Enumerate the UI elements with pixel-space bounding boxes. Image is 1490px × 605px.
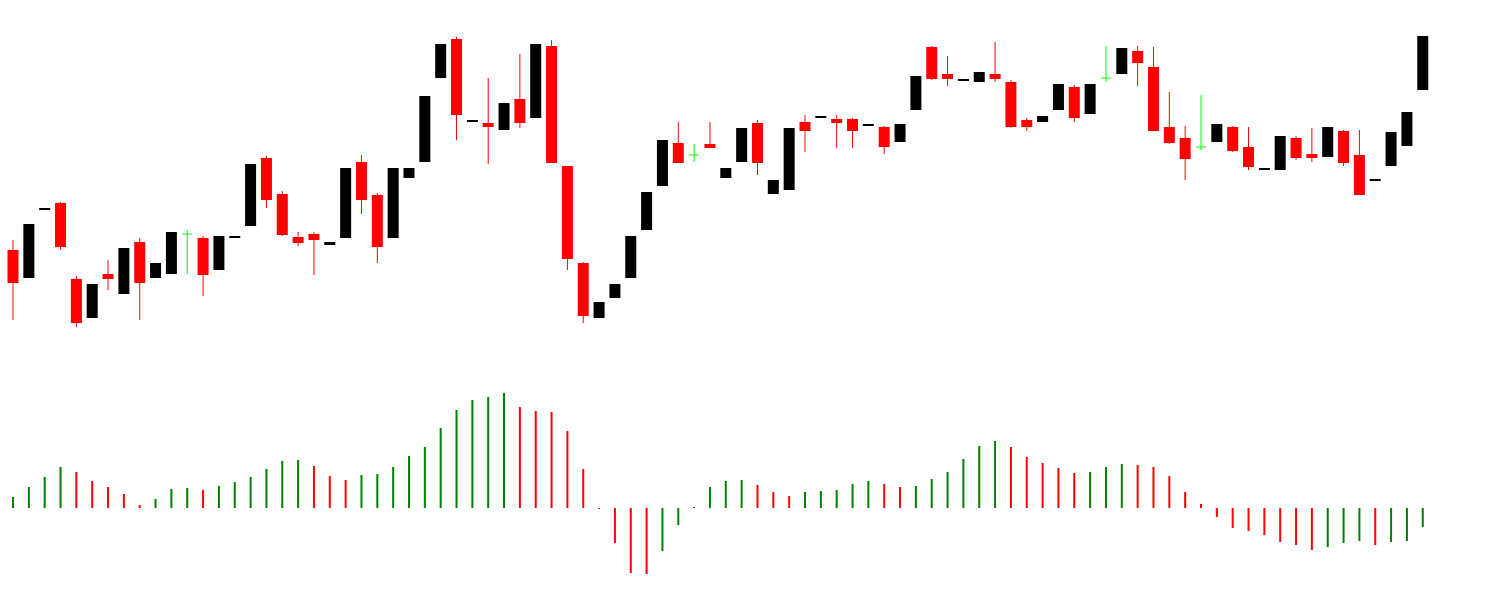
candle-body <box>482 123 494 127</box>
candle-body <box>720 168 732 178</box>
candle-body <box>498 103 510 130</box>
candle-body <box>799 122 811 131</box>
candle-body <box>165 232 177 274</box>
candle-body <box>355 162 367 200</box>
candle-body <box>641 192 653 230</box>
candle-body <box>942 74 954 79</box>
candle-body <box>1147 67 1159 131</box>
candle-body <box>1052 84 1064 110</box>
candle-body <box>1306 154 1318 158</box>
candle-body <box>371 195 383 247</box>
candle-body <box>1021 120 1033 127</box>
candle-body <box>767 180 779 194</box>
candle-body <box>340 168 352 238</box>
candle-body <box>7 250 19 283</box>
candle-body <box>1417 36 1429 90</box>
candle-body <box>989 74 1001 79</box>
candle-body <box>910 76 922 110</box>
candle-body <box>831 119 843 123</box>
candle-body <box>1258 168 1270 170</box>
candle-body <box>1005 82 1017 127</box>
candle-body <box>751 123 763 163</box>
candle-body <box>324 242 336 245</box>
candle-body <box>561 166 573 259</box>
candle-body <box>514 99 526 123</box>
candle-body <box>1290 138 1302 158</box>
candle-body <box>1179 138 1191 159</box>
candle-body <box>704 144 716 148</box>
candle-body <box>451 39 463 115</box>
candle-body <box>23 224 35 278</box>
candle-body <box>1338 131 1350 163</box>
candle-body <box>957 79 969 81</box>
candle-body <box>1227 127 1239 151</box>
candle-body <box>292 237 304 243</box>
candle-body <box>245 164 257 226</box>
candle-body <box>229 236 241 238</box>
candle-body <box>134 242 146 283</box>
candle-body <box>736 128 748 162</box>
candle-body <box>530 44 542 118</box>
candle-body <box>577 263 589 316</box>
candle-body <box>86 284 98 318</box>
candle-body <box>276 194 288 235</box>
candle-body <box>926 47 938 79</box>
candle-body <box>546 46 558 163</box>
candle-body <box>625 236 637 278</box>
candle-body <box>973 72 985 82</box>
candle-body <box>260 158 272 200</box>
candle-body <box>783 128 795 190</box>
candle-body <box>1068 87 1080 118</box>
candle-body <box>862 124 874 126</box>
candle-body <box>387 168 399 238</box>
candle-body <box>1163 127 1175 143</box>
candle-body <box>672 143 684 163</box>
candle-body <box>1401 112 1413 146</box>
candle-body <box>1116 48 1128 74</box>
candle-body <box>213 236 225 270</box>
candle-body <box>435 44 447 78</box>
candle-body <box>55 203 67 247</box>
candle-body <box>1369 179 1381 181</box>
candle-body <box>1243 147 1255 167</box>
candle-body <box>1385 132 1397 166</box>
candle-body <box>1353 155 1365 195</box>
candle-body <box>1322 127 1334 157</box>
candle-body <box>894 124 906 142</box>
candle-body <box>197 238 209 275</box>
candle-body <box>308 234 320 240</box>
candle-body <box>403 168 415 178</box>
candle-body <box>419 96 431 162</box>
candle-body <box>1084 84 1096 114</box>
candle-body <box>593 302 605 318</box>
candle-body <box>656 140 668 186</box>
candle-body <box>150 263 162 278</box>
candle-body <box>847 119 859 131</box>
candle-body <box>1274 136 1286 170</box>
candle-body <box>878 127 890 147</box>
candle-body <box>118 248 130 294</box>
candle-body <box>815 116 827 118</box>
candle-body <box>102 274 114 279</box>
candle-body <box>1037 116 1049 122</box>
candle-body <box>1132 51 1144 63</box>
candle-body <box>1211 124 1223 142</box>
candle-body <box>39 208 51 210</box>
candle-body <box>609 284 621 298</box>
candle-body <box>466 120 478 122</box>
candle-body <box>70 279 82 323</box>
